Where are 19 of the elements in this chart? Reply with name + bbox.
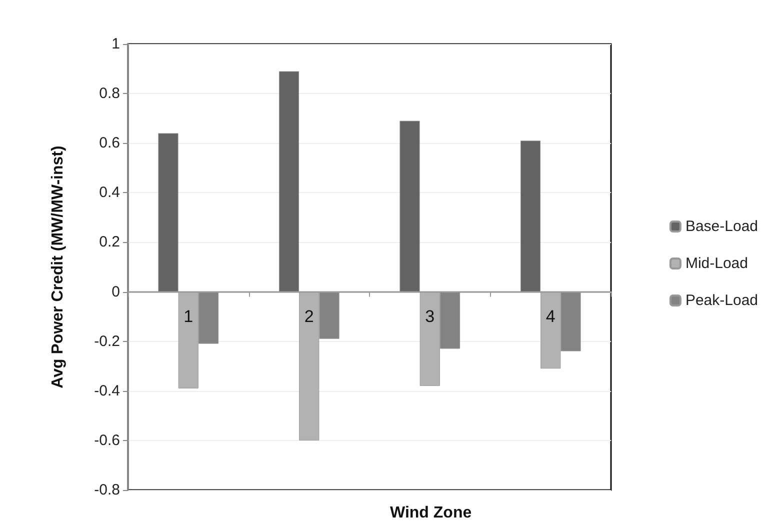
- legend-label: Base-Load: [685, 218, 758, 235]
- y-axis-title: Avg Power Credit (MW/MW-inst): [50, 146, 66, 388]
- y-tick-label: -0.8: [94, 482, 120, 498]
- y-tick-label: -0.4: [94, 382, 120, 400]
- y-tick-label: 0.8: [99, 85, 120, 102]
- x-tick-label: 3: [425, 306, 435, 326]
- x-axis-title: Wind Zone: [390, 504, 472, 522]
- x-tick-label: 1: [184, 306, 194, 326]
- y-tick-label: -0.2: [94, 332, 120, 350]
- y-tick-label: 0: [112, 283, 120, 300]
- y-tick-label: 1: [112, 36, 120, 52]
- legend-label: Mid-Load: [685, 255, 748, 272]
- y-tick-label: -0.6: [94, 432, 120, 449]
- y-tick-label: 0.6: [99, 134, 120, 152]
- x-tick-label: 4: [546, 306, 556, 326]
- legend-label: Peak-Load: [685, 292, 758, 309]
- y-tick-label: 0.2: [99, 234, 120, 251]
- x-tick-label: 2: [304, 306, 314, 326]
- y-tick-label: 0.4: [99, 184, 120, 202]
